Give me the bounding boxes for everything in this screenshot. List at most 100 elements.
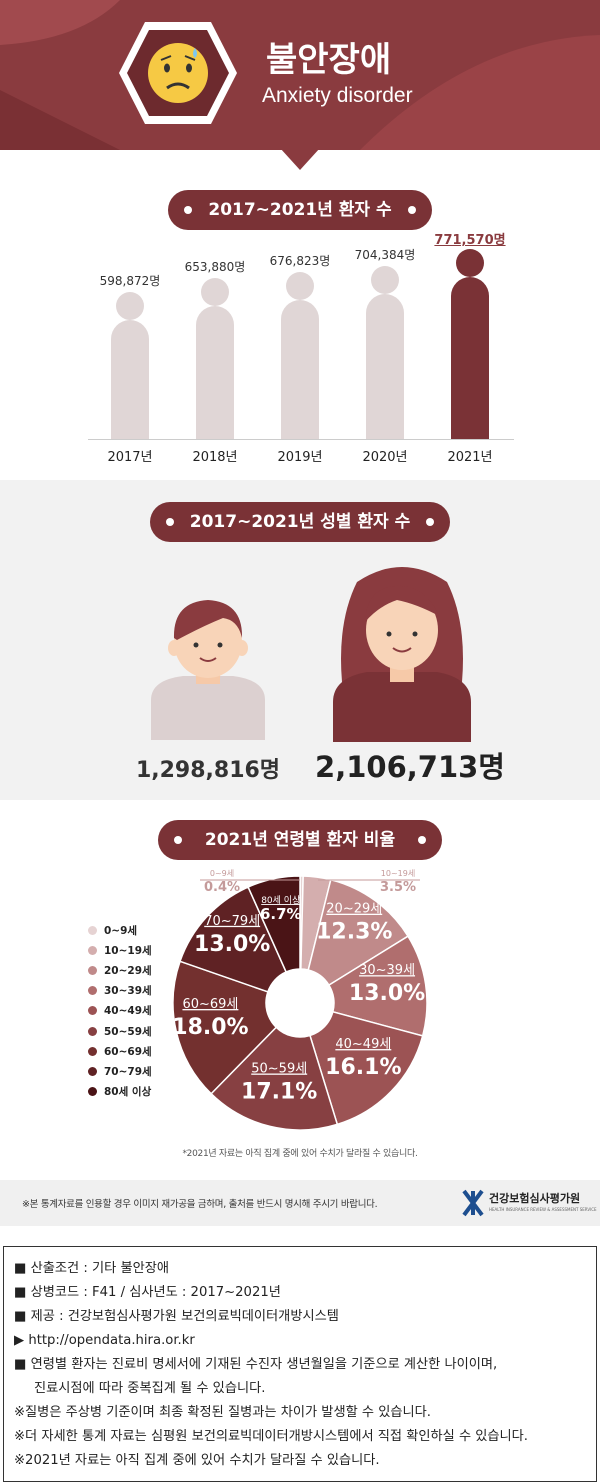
legend-label: 10~19세 xyxy=(104,944,152,957)
slice-category-label: 40~49세 xyxy=(335,1037,391,1052)
slice-category-label: 10~19세 xyxy=(381,869,415,878)
legend-swatch xyxy=(88,1087,97,1097)
legend-swatch xyxy=(88,1046,97,1056)
note-line: 진료시점에 따라 중복집계 될 수 있습니다. xyxy=(34,1381,266,1396)
legend-swatch xyxy=(88,925,97,935)
legend-label: 80세 이상 xyxy=(104,1086,152,1099)
slice-category-label: 50~59세 xyxy=(251,1062,307,1077)
note-line: ■ 연령별 환자는 진료비 명세서에 기재된 수진자 생년월일을 기준으로 계산… xyxy=(14,1357,498,1372)
page-title: 불안장애 xyxy=(266,40,392,80)
page-subtitle: Anxiety disorder xyxy=(262,84,413,107)
section1-title-pill: 2017~2021년 환자 수 xyxy=(168,190,432,230)
note-line: ※2021년 자료는 아직 집계 중에 있어 수치가 달라질 수 있습니다. xyxy=(14,1453,380,1468)
legend-label: 0~9세 xyxy=(104,924,138,937)
legend-item: 0~9세 xyxy=(88,920,152,940)
legend-item: 30~39세 xyxy=(88,981,152,1001)
year-label: 2017년 xyxy=(107,450,153,465)
year-bar-head xyxy=(456,249,484,277)
copyright-text: ※본 통계자료를 인용할 경우 이미지 재가공을 금하며, 출처를 반드시 명시… xyxy=(22,1199,378,1210)
legend-swatch xyxy=(88,1066,97,1076)
header-pointer xyxy=(280,148,320,170)
section1-title: 2017~2021년 환자 수 xyxy=(208,200,392,220)
section3-title: 2021년 연령별 환자 비율 xyxy=(204,830,396,850)
legend-label: 20~29세 xyxy=(104,964,152,977)
hira-logo-icon xyxy=(462,1189,484,1217)
legend-item: 50~59세 xyxy=(88,1021,152,1041)
copyright-bar: ※본 통계자료를 인용할 경우 이미지 재가공을 금하며, 출처를 반드시 명시… xyxy=(0,1180,600,1226)
year-value-label: 771,570명 xyxy=(434,233,506,248)
legend-item: 40~49세 xyxy=(88,1001,152,1021)
legend-item: 20~29세 xyxy=(88,960,152,980)
slice-value-label: 3.5% xyxy=(380,880,416,895)
year-bar-head xyxy=(201,277,229,306)
slice-category-label: 0~9세 xyxy=(210,869,234,878)
worried-face-icon xyxy=(119,22,237,124)
legend-label: 50~59세 xyxy=(104,1025,152,1038)
year-label: 2019년 xyxy=(277,450,323,465)
donut-slice xyxy=(172,960,278,1095)
section2-title-pill: 2017~2021년 성별 환자 수 xyxy=(150,502,450,542)
legend-item: 70~79세 xyxy=(88,1061,152,1081)
legend-item: 60~69세 xyxy=(88,1041,152,1061)
slice-value-label: 0.4% xyxy=(204,880,240,895)
slice-value-label: 6.7% xyxy=(260,905,302,923)
female-figure-icon xyxy=(333,567,471,742)
note-line: ■ 제공 : 건강보험심사평가원 보건의료빅데이터개방시스템 xyxy=(14,1309,339,1324)
note-line: ■ 산출조건 : 기타 불안장애 xyxy=(14,1261,169,1276)
donut-slice xyxy=(210,1026,339,1131)
slice-value-label: 12.3% xyxy=(316,920,392,945)
slice-value-label: 16.1% xyxy=(325,1055,401,1080)
donut-slice xyxy=(309,1010,424,1126)
female-patient-count: 2,106,713명 xyxy=(315,750,505,784)
year-bar xyxy=(366,293,404,439)
note-line: ※더 자세한 통계 자료는 심평원 보건의료빅데이터개방시스템에서 직접 확인하… xyxy=(14,1429,529,1444)
year-bar xyxy=(111,319,149,439)
year-bar-head xyxy=(116,291,144,320)
note-line: ※질병은 주상병 기준이며 최종 확정된 질병과는 차이가 발생할 수 있습니다… xyxy=(14,1405,431,1420)
year-value-label: 676,823명 xyxy=(269,254,331,269)
section3-title-pill: 2021년 연령별 환자 비율 xyxy=(158,820,442,860)
note-line: ■ 상병코드 : F41 / 심사년도 : 2017~2021년 xyxy=(14,1285,281,1300)
header-banner: 불안장애 Anxiety disorder xyxy=(0,0,600,150)
year-bar xyxy=(281,300,319,439)
slice-category-label: 60~69세 xyxy=(182,997,238,1012)
legend-swatch xyxy=(88,1006,97,1016)
org-subtitle: HEALTH INSURANCE REVIEW & ASSESSMENT SER… xyxy=(489,1207,597,1212)
male-patient-count: 1,298,816명 xyxy=(135,758,281,783)
slice-category-label: 70~79세 xyxy=(204,914,260,929)
legend-label: 70~79세 xyxy=(104,1065,152,1078)
slice-value-label: 17.1% xyxy=(241,1080,317,1105)
slice-value-label: 18.0% xyxy=(172,1015,248,1040)
year-bar-head xyxy=(286,272,314,301)
bar-chart-baseline xyxy=(88,439,514,440)
chart-footnote: *2021년 자료는 아직 집계 중에 있어 수치가 달라질 수 있습니다. xyxy=(182,1149,418,1159)
donut-slice xyxy=(247,875,301,973)
legend-label: 40~49세 xyxy=(104,1005,152,1018)
legend-swatch xyxy=(88,1026,97,1036)
year-label: 2018년 xyxy=(192,450,238,465)
year-value-label: 704,384명 xyxy=(354,247,416,262)
year-value-label: 653,880명 xyxy=(184,259,246,274)
slice-category-label: 30~39세 xyxy=(359,963,415,978)
header-decoration xyxy=(0,0,600,150)
legend-label: 60~69세 xyxy=(104,1045,152,1058)
slice-category-label: 80세 이상 xyxy=(261,895,300,906)
note-link[interactable]: ▶ http://opendata.hira.or.kr xyxy=(14,1333,195,1348)
slice-value-label: 13.0% xyxy=(194,932,270,957)
legend-item: 10~19세 xyxy=(88,940,152,960)
year-value-label: 598,872명 xyxy=(99,273,161,288)
age-legend: 0~9세 10~19세 20~29세 30~39세 40~49세 50~59세 60~69세… xyxy=(88,920,152,1102)
legend-swatch xyxy=(88,965,97,975)
legend-swatch xyxy=(88,986,97,996)
year-label: 2021년 xyxy=(447,450,493,465)
data-notes: ■ 산출조건 : 기타 불안장애 ■ 상병코드 : F41 / 심사년도 : 2… xyxy=(3,1246,597,1482)
year-bar-head xyxy=(371,265,399,294)
donut-slice xyxy=(327,935,428,1037)
donut-slice xyxy=(307,878,410,987)
org-name: 건강보험심사평가원 xyxy=(489,1192,581,1205)
slice-category-label: 20~29세 xyxy=(326,902,382,917)
year-label: 2020년 xyxy=(362,450,408,465)
section2-title: 2017~2021년 성별 환자 수 xyxy=(189,512,411,532)
male-figure-icon xyxy=(151,600,265,740)
